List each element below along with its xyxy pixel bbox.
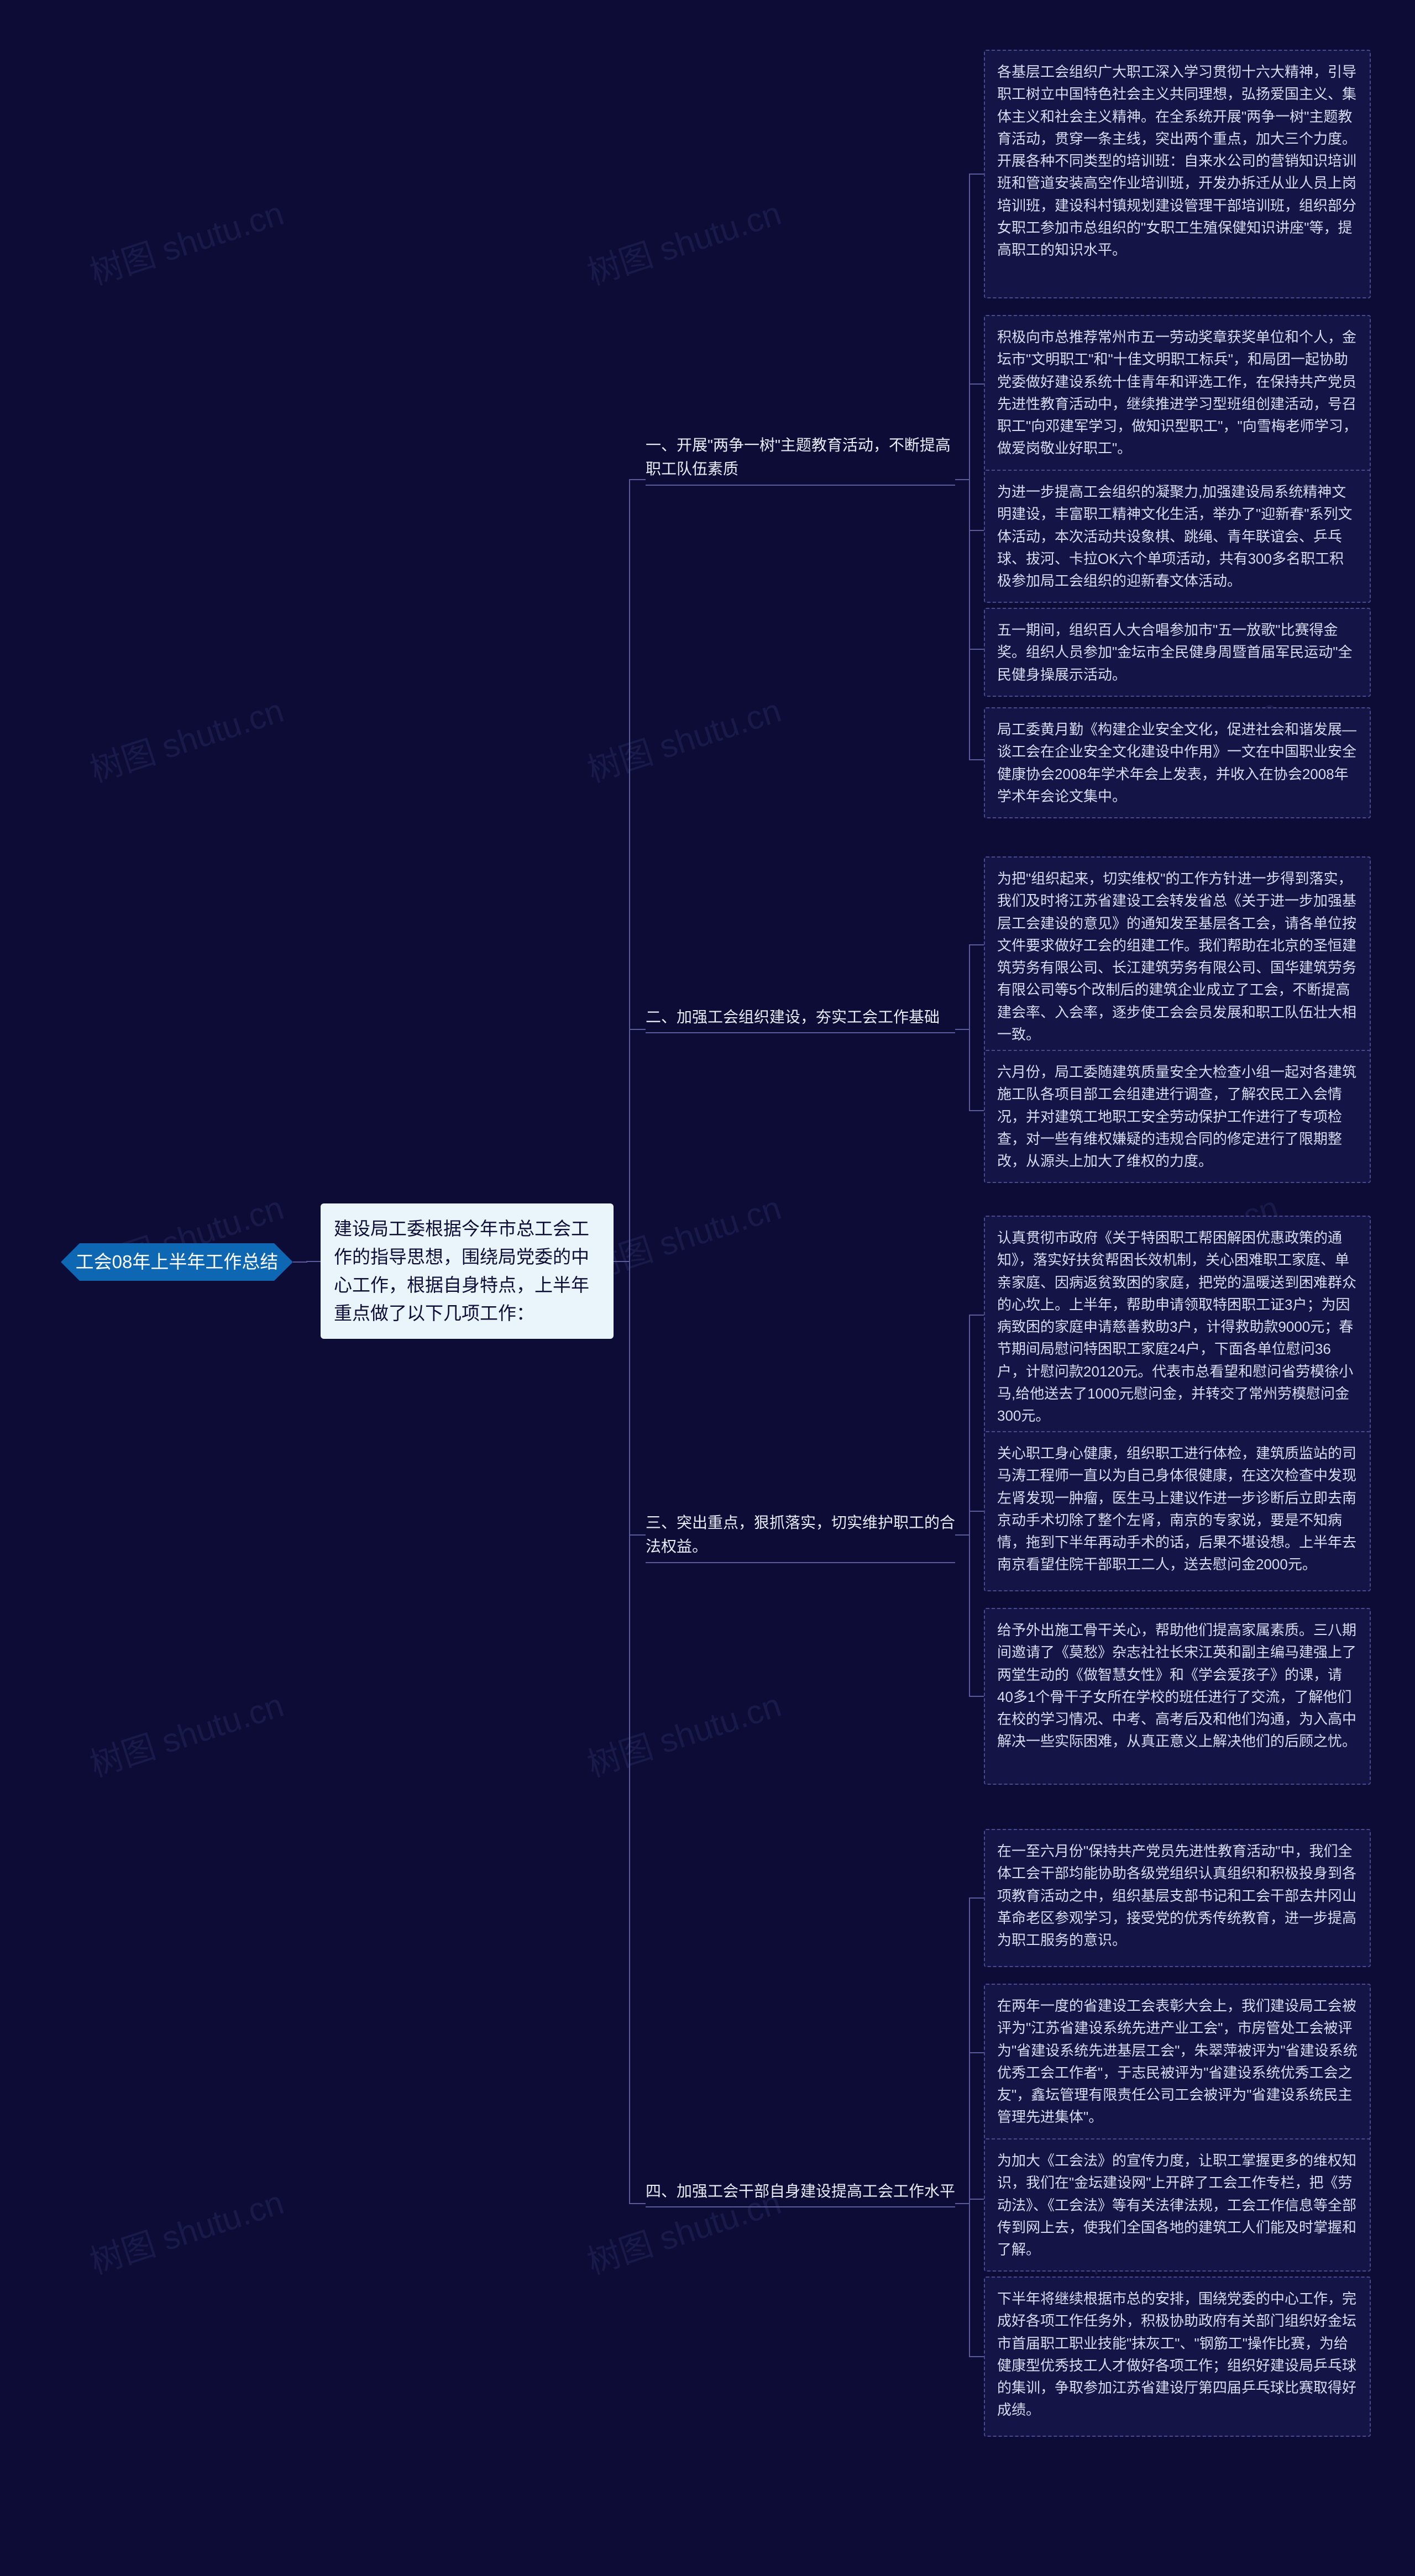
- leaf-node[interactable]: 在一至六月份"保持共产党员先进性教育活动"中，我们全体工会干部均能协助各级党组织…: [984, 1829, 1371, 1967]
- leaf-node[interactable]: 为进一步提高工会组织的凝聚力,加强建设局系统精神文明建设，丰富职工精神文化生活，…: [984, 470, 1371, 603]
- root-node[interactable]: 工会08年上半年工作总结: [61, 1243, 293, 1281]
- leaf-node[interactable]: 各基层工会组织广大职工深入学习贯彻十六大精神，引导职工树立中国特色社会主义共同理…: [984, 50, 1371, 298]
- node-layer: 工会08年上半年工作总结建设局工委根据今年市总工会工作的指导思想，围绕局党委的中…: [0, 0, 1415, 2576]
- leaf-node[interactable]: 局工委黄月勤《构建企业安全文化，促进社会和谐发展—谈工会在企业安全文化建设中作用…: [984, 707, 1371, 818]
- leaf-node[interactable]: 为加大《工会法》的宣传力度，让职工掌握更多的维权知识，我们在"金坛建设网"上开辟…: [984, 2138, 1371, 2272]
- section-node[interactable]: 二、加强工会组织建设，夯实工会工作基础: [646, 1003, 955, 1033]
- leaf-node[interactable]: 给予外出施工骨干关心，帮助他们提高家属素质。三八期间邀请了《莫愁》杂志社社长宋江…: [984, 1608, 1371, 1785]
- leaf-node[interactable]: 为把"组织起来，切实维权"的工作方针进一步得到落实，我们及时将江苏省建设工会转发…: [984, 856, 1371, 1056]
- leaf-node[interactable]: 关心职工身心健康，组织职工进行体检，建筑质监站的司马涛工程师一直以为自己身体很健…: [984, 1431, 1371, 1591]
- leaf-node[interactable]: 六月份，局工委随建筑质量安全大检查小组一起对各建筑施工队各项目部工会组建进行调查…: [984, 1050, 1371, 1183]
- section-node[interactable]: 一、开展"两争一树"主题教育活动，不断提高职工队伍素质: [646, 431, 955, 486]
- leaf-node[interactable]: 下半年将继续根据市总的安排，围绕党委的中心工作，完成好各项工作任务外，积极协助政…: [984, 2277, 1371, 2437]
- leaf-node[interactable]: 积极向市总推荐常州市五一劳动奖章获奖单位和个人，金坛市"文明职工"和"十佳文明职…: [984, 315, 1371, 471]
- section-node[interactable]: 三、突出重点，狠抓落实，切实维护职工的合法权益。: [646, 1508, 955, 1563]
- leaf-node[interactable]: 五一期间，组织百人大合唱参加市"五一放歌"比赛得金奖。组织人员参加"金坛市全民健…: [984, 608, 1371, 697]
- leaf-node[interactable]: 在两年一度的省建设工会表彰大会上，我们建设局工会被评为"江苏省建设系统先进产业工…: [984, 1984, 1371, 2139]
- leaf-node[interactable]: 认真贯彻市政府《关于特困职工帮困解困优惠政策的通知》，落实好扶贫帮困长效机制，关…: [984, 1216, 1371, 1438]
- summary-node[interactable]: 建设局工委根据今年市总工会工作的指导思想，围绕局党委的中心工作，根据自身特点，上…: [321, 1203, 614, 1339]
- section-node[interactable]: 四、加强工会干部自身建设提高工会工作水平: [646, 2177, 955, 2207]
